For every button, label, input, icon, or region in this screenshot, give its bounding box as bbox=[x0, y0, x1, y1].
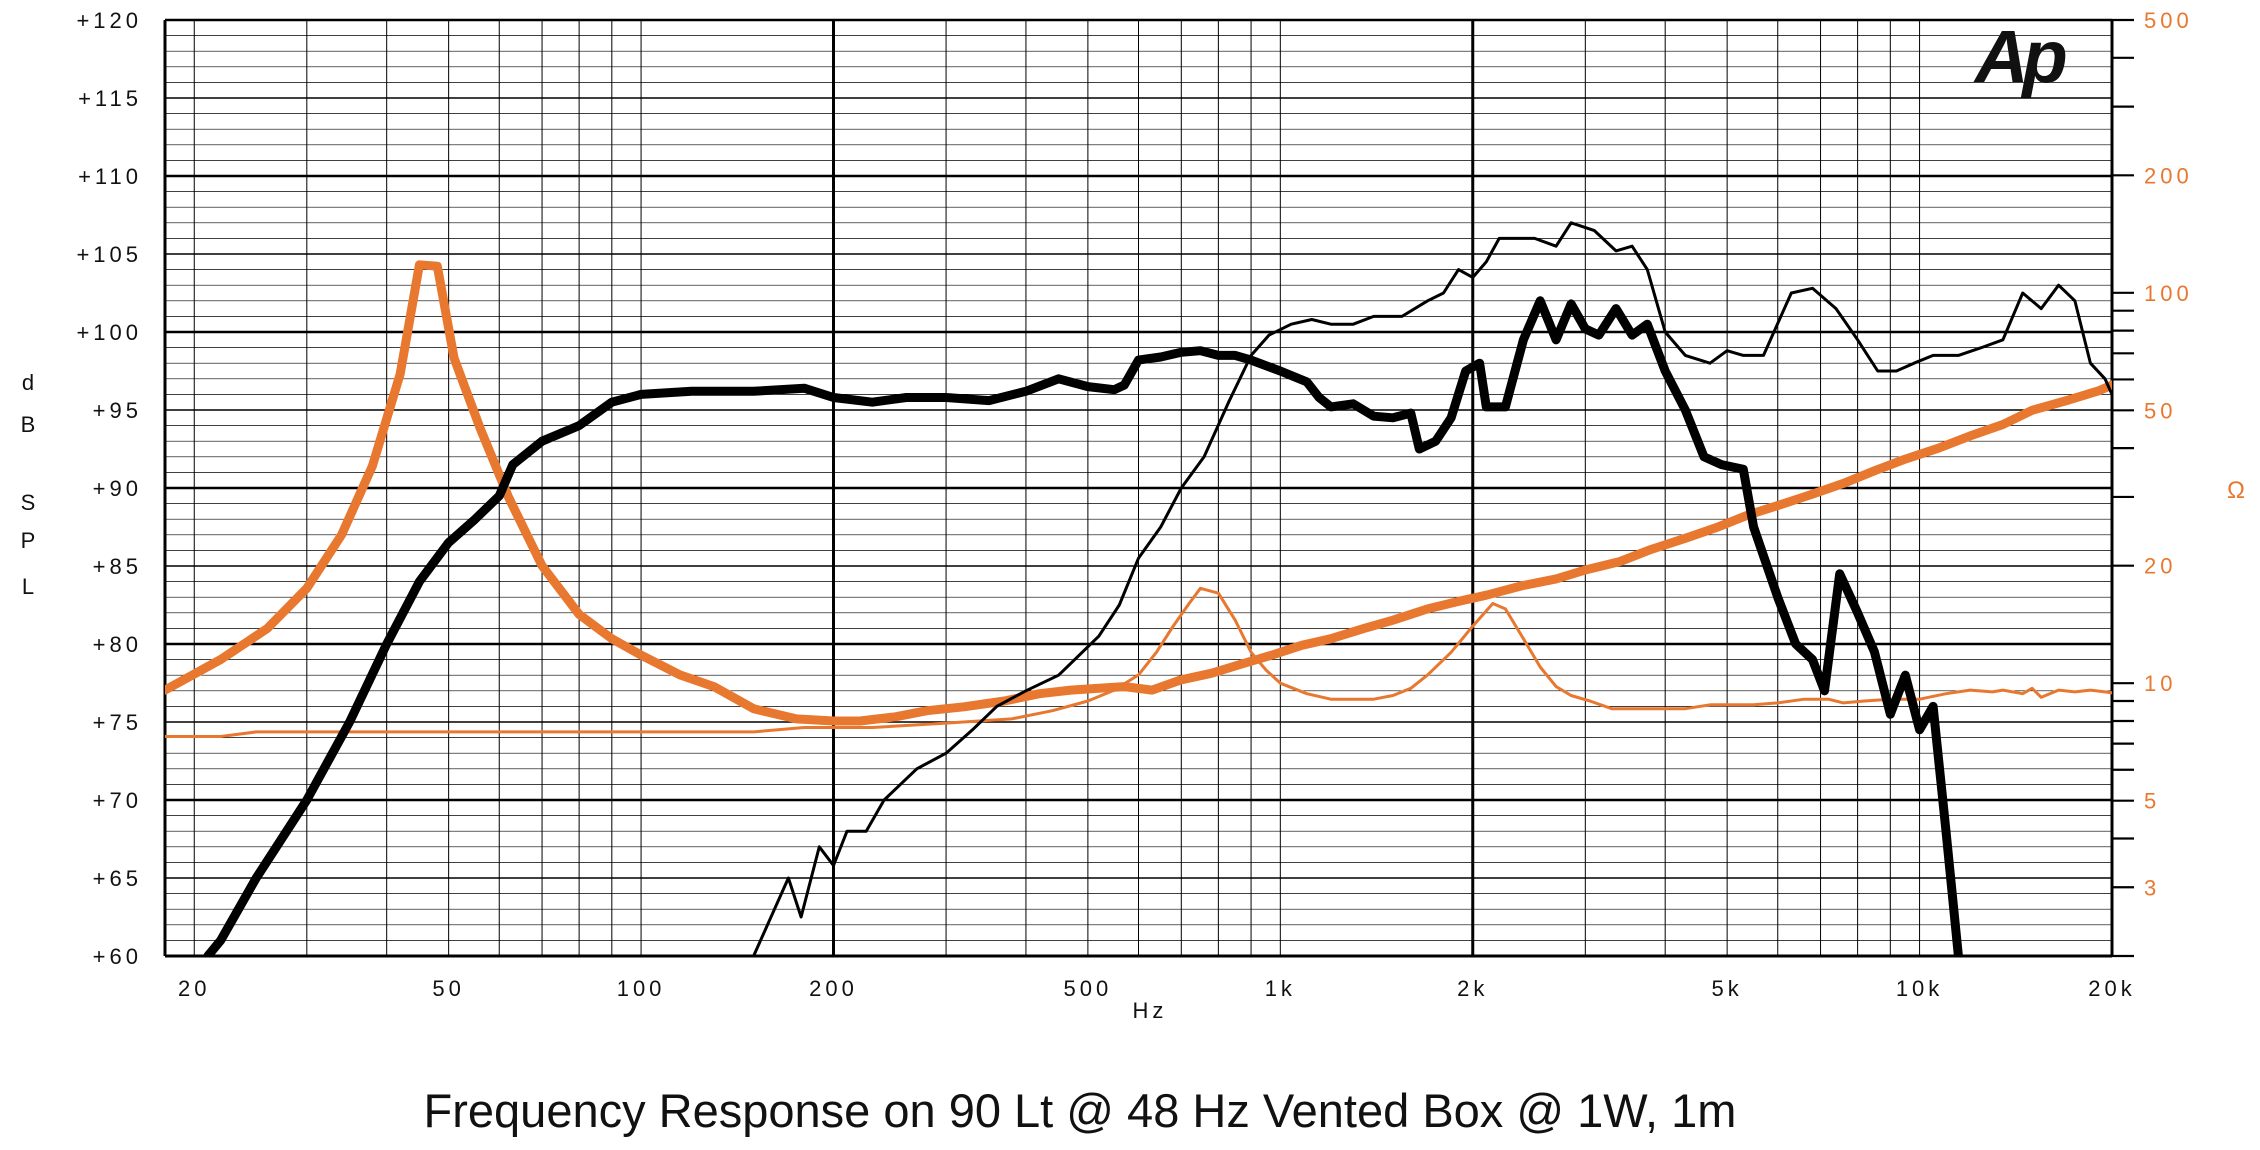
left-axis-tick-label: +120 bbox=[76, 8, 142, 33]
right-axis-tick-label: 500 bbox=[2144, 8, 2193, 33]
left-axis-ticks: +60 +65 +70 +75 +80 +85 +90 +95 +100 +105 +110 +115… bbox=[76, 8, 142, 969]
left-axis-tick-label: +115 bbox=[78, 86, 142, 111]
right-axis-ticks: 3 5 10 20 50 100 200 500 bbox=[2112, 8, 2193, 958]
left-axis-tick-label: +90 bbox=[93, 476, 142, 501]
right-axis-tick-label: 10 bbox=[2144, 671, 2176, 696]
y-axis-label: dB SPL bbox=[21, 370, 36, 599]
ap-logo: Ap bbox=[1973, 15, 2071, 98]
series-layer bbox=[165, 221, 2112, 956]
chart-background bbox=[0, 0, 2260, 1080]
left-axis-tick-label: +95 bbox=[93, 398, 142, 423]
left-axis-tick-label: +60 bbox=[93, 944, 142, 969]
left-axis-tick-label: +110 bbox=[78, 164, 142, 189]
left-axis-tick-label: +80 bbox=[93, 632, 142, 657]
x-axis-tick-label: 500 bbox=[1064, 976, 1113, 1001]
x-axis-tick-label: 50 bbox=[432, 976, 464, 1001]
left-axis-tick-label: +105 bbox=[76, 242, 142, 267]
right-axis-tick-label: 3 bbox=[2144, 875, 2160, 900]
right-axis-tick-label: 50 bbox=[2144, 398, 2176, 423]
x-axis-label: Hz bbox=[1133, 998, 1168, 1023]
y-axis-label-char: L bbox=[22, 574, 34, 599]
left-axis-tick-label: +100 bbox=[76, 320, 142, 345]
x-axis-tick-label: 20k bbox=[2088, 976, 2135, 1001]
ap-logo-text: Ap bbox=[1973, 15, 2065, 98]
x-axis-tick-label: 1k bbox=[1265, 976, 1296, 1001]
x-axis-tick-label: 200 bbox=[809, 976, 858, 1001]
spl-series-thin bbox=[752, 221, 2112, 956]
left-axis-tick-label: +70 bbox=[93, 788, 142, 813]
frequency-response-chart: +60 +65 +70 +75 +80 +85 +90 +95 +100 +105 +110 +115… bbox=[0, 0, 2260, 1080]
x-axis-tick-label: 2k bbox=[1457, 976, 1488, 1001]
y2-axis-label: Ω bbox=[2227, 477, 2249, 504]
impedance-series-thick bbox=[165, 260, 2112, 726]
x-axis-ticks: 20 50 100 200 500 1k 2k 5k 10k 20k bbox=[178, 976, 2135, 1001]
x-axis-tick-label: 5k bbox=[1712, 976, 1743, 1001]
x-axis-tick-label: 100 bbox=[617, 976, 666, 1001]
impedance-series-thin bbox=[165, 586, 2112, 738]
spl-series-thick bbox=[203, 296, 1963, 956]
right-axis-tick-label: 20 bbox=[2144, 554, 2176, 579]
left-axis-tick-label: +85 bbox=[93, 554, 142, 579]
left-axis-tick-label: +75 bbox=[93, 710, 142, 735]
y-axis-label-char: P bbox=[21, 528, 36, 553]
x-axis-tick-label: 10k bbox=[1896, 976, 1943, 1001]
x-axis-tick-label: 20 bbox=[178, 976, 210, 1001]
right-axis-tick-label: 5 bbox=[2144, 789, 2160, 814]
chart-caption: Frequency Response on 90 Lt @ 48 Hz Vent… bbox=[423, 1084, 1737, 1137]
right-axis-tick-label: 200 bbox=[2144, 163, 2193, 188]
left-axis-tick-label: +65 bbox=[93, 866, 142, 891]
y-axis-label-char: B bbox=[21, 412, 36, 437]
right-axis-tick-label: 100 bbox=[2144, 281, 2193, 306]
y-axis-label-char: d bbox=[22, 370, 34, 395]
y-axis-label-char: S bbox=[21, 490, 36, 515]
plot-frame bbox=[163, 19, 2114, 958]
